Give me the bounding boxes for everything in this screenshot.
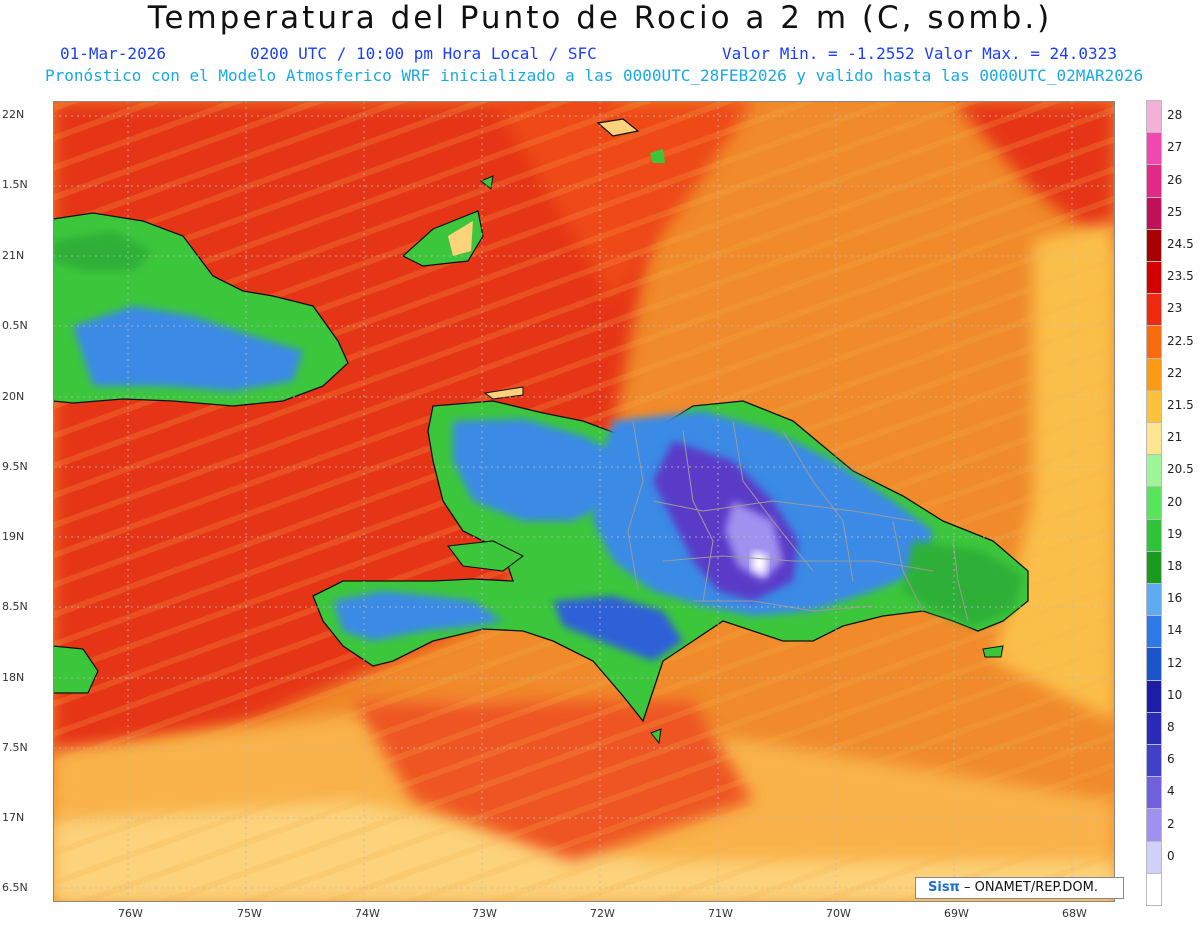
colorbar-label: 20.5 — [1167, 462, 1194, 477]
colorbar-swatch — [1146, 325, 1162, 359]
sispi-logo-text: Sisπ — [928, 880, 960, 895]
colorbar-swatch — [1146, 486, 1162, 520]
map-border — [53, 101, 1115, 902]
credit-text: – ONAMET/REP.DOM. — [959, 880, 1098, 895]
lon-label: 70W — [826, 907, 851, 920]
colorbar-label: 22 — [1167, 365, 1183, 380]
lon-label: 69W — [944, 907, 969, 920]
cuba-landmass — [53, 212, 349, 407]
colorbar-swatch — [1146, 454, 1162, 488]
colorbar-label: 25 — [1167, 204, 1183, 219]
colorbar-label: 21.5 — [1167, 398, 1194, 412]
small-island-2 — [480, 175, 494, 190]
forecast-time: 0200 UTC / 10:00 pm Hora Local / SFC — [250, 44, 597, 63]
forecast-date: 01-Mar-2026 — [60, 44, 166, 63]
small-island-1 — [650, 149, 665, 163]
colorbar-label: 8 — [1167, 720, 1175, 734]
colorbar-swatch — [1146, 808, 1162, 842]
lat-label: 20N — [2, 390, 25, 403]
lon-label: 74W — [355, 907, 380, 920]
lat-label: 7.5N — [2, 741, 28, 754]
colorbar-label: 4 — [1167, 784, 1175, 799]
jamaica-island — [53, 645, 99, 694]
colorbar-swatch — [1146, 132, 1162, 166]
caicos-island — [596, 118, 640, 137]
colorbar-label: 12 — [1167, 655, 1183, 670]
colorbar-swatch — [1146, 422, 1162, 456]
colorbar-swatch — [1146, 679, 1162, 713]
lat-label: 22N — [2, 108, 25, 121]
gonave-island — [446, 540, 525, 572]
lon-label: 68W — [1062, 907, 1087, 920]
colorbar-swatch — [1146, 840, 1162, 874]
colorbar-label: 27 — [1167, 140, 1183, 155]
credit-box: Sisπ – ONAMET/REP.DOM. — [915, 877, 1124, 899]
colorbar-label: 18 — [1167, 559, 1183, 573]
colorbar-label: 22.5 — [1167, 333, 1194, 348]
colorbar-swatch — [1146, 518, 1162, 552]
map-title: Temperatura del Punto de Rocio a 2 m (C,… — [147, 0, 1053, 36]
colorbar-swatch — [1146, 744, 1162, 778]
colorbar-swatch — [1146, 293, 1162, 327]
lon-label: 73W — [472, 907, 497, 920]
colorbar-swatch — [1146, 550, 1162, 584]
colorbar-swatch — [1146, 583, 1162, 617]
lat-label: 21N — [2, 249, 25, 262]
colorbar-label: 19 — [1167, 526, 1183, 541]
colorbar-swatch — [1146, 389, 1162, 423]
lat-label: 1.5N — [2, 178, 28, 191]
lon-label: 72W — [590, 907, 615, 920]
colorbar-label: 20 — [1167, 494, 1183, 509]
min-max-values: Valor Min. = -1.2552 Valor Max. = 24.032… — [722, 44, 1117, 63]
model-description: Pronóstico con el Modelo Atmosferico WRF… — [45, 66, 1144, 85]
colorbar-swatch — [1146, 196, 1162, 230]
colorbar-label: 23.5 — [1167, 269, 1194, 284]
colorbar-label: 2 — [1167, 816, 1175, 831]
colorbar-swatch — [1146, 228, 1162, 262]
beata-island — [650, 728, 662, 745]
colorbar-swatch — [1146, 357, 1162, 391]
colorbar-label: 28 — [1167, 108, 1183, 123]
lon-label: 76W — [118, 907, 143, 920]
lat-label: 19N — [2, 530, 25, 543]
colorbar-swatch — [1146, 872, 1162, 906]
tortuga-island — [483, 386, 524, 400]
lon-label: 71W — [708, 907, 733, 920]
colorbar-swatch — [1146, 261, 1162, 295]
colorbar-swatch — [1146, 647, 1162, 681]
hispaniola-landmass — [312, 400, 1029, 745]
lat-label: 18N — [2, 671, 25, 684]
colorbar-swatch — [1146, 711, 1162, 745]
saona-island — [982, 645, 1004, 658]
lat-label: 6.5N — [2, 881, 28, 894]
colorbar-label: 24.5 — [1167, 237, 1194, 251]
colorbar-swatch — [1146, 615, 1162, 649]
colorbar-label: 26 — [1167, 172, 1183, 187]
lon-label: 75W — [237, 907, 262, 920]
colorbar-label: 16 — [1167, 591, 1183, 606]
colorbar-label: 10 — [1167, 687, 1183, 702]
colorbar-swatch — [1146, 776, 1162, 810]
lat-label: 8.5N — [2, 600, 28, 613]
dewpoint-map — [53, 101, 1115, 902]
graticule — [53, 101, 1115, 902]
colorbar-label: 14 — [1167, 623, 1183, 638]
colorbar-label: 6 — [1167, 752, 1175, 767]
colorbar-label: 23 — [1167, 301, 1183, 316]
colorbar-label: 0 — [1167, 848, 1175, 863]
colorbar-swatch — [1146, 100, 1162, 134]
colorbar-label: 21 — [1167, 430, 1183, 445]
lat-label: 0.5N — [2, 319, 28, 332]
lat-label: 9.5N — [2, 460, 28, 473]
lat-label: 17N — [2, 811, 25, 824]
colorbar-swatch — [1146, 164, 1162, 198]
